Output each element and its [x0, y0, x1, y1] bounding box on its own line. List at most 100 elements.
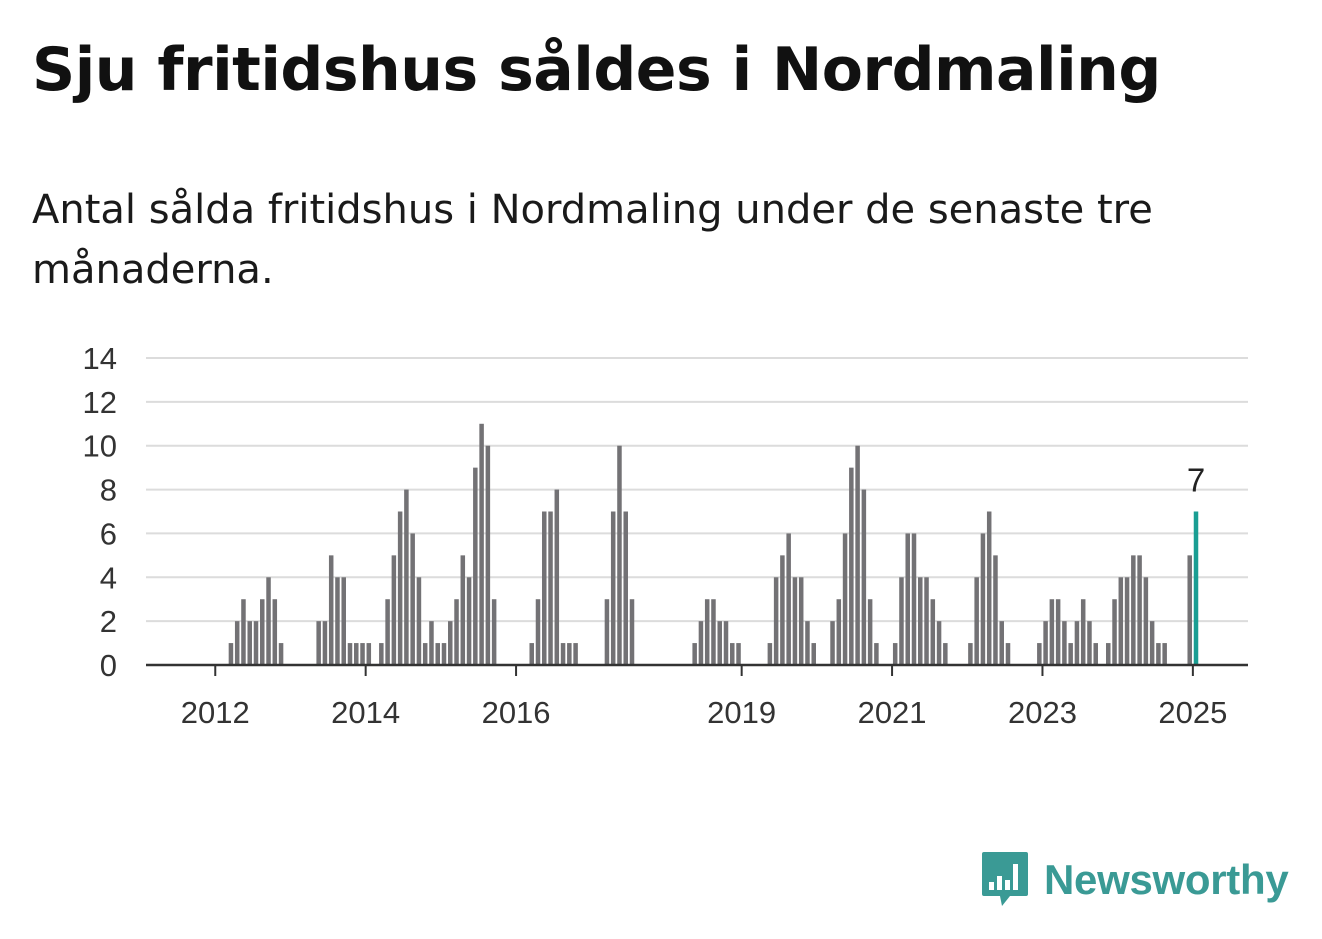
bar: [899, 577, 904, 665]
bar: [617, 445, 622, 665]
bar: [416, 577, 422, 665]
bar: [730, 643, 735, 665]
bar: [260, 599, 265, 665]
bar: [328, 555, 334, 665]
x-tick-label: 2014: [331, 695, 400, 730]
bar: [228, 643, 234, 665]
bar: [767, 643, 773, 665]
bar-highlight: [1193, 511, 1199, 665]
bar: [786, 533, 791, 665]
bar: [253, 621, 259, 665]
bar: [491, 599, 497, 665]
bar: [792, 577, 798, 665]
bar-chart-speech-bubble-icon: [982, 852, 1028, 906]
x-tick-label: 2012: [181, 695, 250, 730]
bar: [554, 489, 560, 665]
bar: [1162, 643, 1167, 665]
bar: [936, 621, 942, 665]
bar: [968, 643, 973, 665]
bar: [736, 643, 741, 665]
y-tick-label: 2: [100, 604, 117, 639]
x-tick-label: 2023: [1008, 695, 1077, 730]
bar: [448, 621, 453, 665]
bar: [861, 489, 867, 665]
bar: [1131, 555, 1136, 665]
bar: [322, 621, 328, 665]
bar: [422, 643, 428, 665]
bar: [360, 643, 365, 665]
bar: [943, 643, 948, 665]
bar: [1062, 621, 1067, 665]
bar: [930, 599, 936, 665]
x-tick-label: 2019: [707, 695, 776, 730]
bar: [980, 533, 986, 665]
bar: [1187, 555, 1192, 665]
bar: [560, 643, 566, 665]
bar: [1112, 599, 1117, 665]
y-tick-label: 0: [100, 648, 117, 683]
bar: [986, 511, 992, 665]
bar: [529, 643, 534, 665]
bar: [1049, 599, 1055, 665]
brand-name: Newsworthy: [1044, 856, 1289, 903]
bar: [1106, 643, 1111, 665]
bar: [773, 577, 779, 665]
bar: [354, 643, 359, 665]
bar: [454, 599, 459, 665]
bar: [974, 577, 979, 665]
bar: [247, 621, 252, 665]
bar: [542, 511, 547, 665]
chart-subtitle: Antal sålda fritidshus i Nordmaling unde…: [32, 187, 1153, 293]
x-tick-label: 2016: [482, 695, 551, 730]
bar: [485, 445, 491, 665]
bar: [1149, 621, 1155, 665]
bar: [1087, 621, 1092, 665]
bar: [1143, 577, 1149, 665]
bar: [999, 621, 1004, 665]
bar: [397, 511, 403, 665]
bar: [567, 643, 572, 665]
bar: [867, 599, 873, 665]
bar: [366, 643, 372, 665]
bar: [849, 467, 854, 665]
bar: [435, 643, 440, 665]
bar: [278, 643, 284, 665]
bar: [473, 467, 478, 665]
bar: [874, 643, 879, 665]
bar: [723, 621, 729, 665]
bar: [1005, 643, 1011, 665]
chart-title: Sju fritidshus såldes i Nordmaling: [32, 35, 1161, 105]
bar: [548, 511, 553, 665]
bar: [573, 643, 578, 665]
y-tick-label: 6: [100, 516, 117, 551]
bar: [479, 423, 484, 665]
x-tick-label: 2021: [858, 695, 927, 730]
bar: [623, 511, 628, 665]
bar: [466, 577, 472, 665]
bar: [1137, 555, 1142, 665]
bar: [1055, 599, 1061, 665]
bar: [341, 577, 346, 665]
y-tick-label: 4: [100, 560, 117, 595]
y-tick-label: 14: [83, 341, 117, 376]
bar: [717, 621, 722, 665]
bar: [410, 533, 415, 665]
bar: [842, 533, 848, 665]
bar: [234, 621, 240, 665]
bar: [711, 599, 716, 665]
bar: [805, 621, 810, 665]
bar: [272, 599, 278, 665]
bar: [1068, 643, 1073, 665]
bar: [347, 643, 353, 665]
bar: [1124, 577, 1130, 665]
bar: [918, 577, 923, 665]
bar: [911, 533, 917, 665]
bar: [698, 621, 704, 665]
bars: [228, 423, 1199, 665]
bar: [1074, 621, 1080, 665]
newsworthy-logo: Newsworthy: [980, 850, 1289, 910]
bar: [1156, 643, 1161, 665]
bar: [924, 577, 929, 665]
bar: [460, 555, 466, 665]
gridlines: [146, 357, 1248, 623]
